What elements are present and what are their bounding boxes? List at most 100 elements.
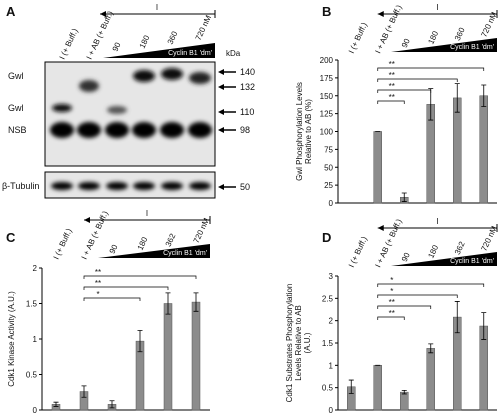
bar bbox=[191, 301, 201, 411]
group-arrow bbox=[84, 217, 90, 223]
panel-label: A bbox=[6, 4, 16, 19]
wedge bbox=[391, 252, 497, 266]
x-tick-label: I (+ Buff.) bbox=[347, 21, 369, 55]
error-bar bbox=[81, 385, 87, 398]
bar bbox=[400, 391, 409, 411]
arrow-heads bbox=[218, 69, 224, 190]
significance-bracket bbox=[377, 305, 432, 309]
y-tick-label: 0 bbox=[329, 199, 334, 208]
bar bbox=[426, 348, 435, 411]
band bbox=[52, 104, 72, 112]
significance-bracket bbox=[83, 286, 169, 290]
band bbox=[107, 106, 127, 114]
significance-label: ** bbox=[389, 82, 395, 91]
x-tick-label: I + AB (+ Buff.) bbox=[373, 217, 403, 269]
bar bbox=[163, 303, 173, 411]
significance-bracket bbox=[377, 100, 405, 104]
significance-bracket bbox=[377, 67, 485, 71]
x-tick-label: I (+ Buff.) bbox=[347, 235, 369, 269]
error-bar bbox=[193, 292, 199, 312]
group-arrow bbox=[100, 11, 106, 17]
significance-bracket bbox=[377, 294, 458, 298]
significance-label: * bbox=[390, 276, 393, 285]
band-label: β-Tubulin bbox=[2, 181, 39, 191]
wedge bbox=[103, 43, 215, 58]
panel-label: B bbox=[322, 4, 331, 19]
y-tick-label: 0 bbox=[329, 406, 334, 415]
arrow-head bbox=[218, 127, 224, 133]
band-label: NSB bbox=[8, 125, 27, 135]
marker-label: 132 bbox=[240, 82, 255, 92]
significance-label: ** bbox=[389, 60, 395, 69]
band bbox=[132, 122, 156, 138]
error-bar bbox=[454, 83, 460, 113]
unit-label: kDa bbox=[226, 49, 241, 58]
band bbox=[133, 70, 155, 82]
band bbox=[78, 182, 100, 190]
band-label: Gwl bbox=[8, 103, 24, 113]
x-tick-label: 362 bbox=[164, 232, 178, 248]
significance-label: * bbox=[96, 290, 99, 299]
y-axis-title: Cdk1 Kinase Activity (A.U.) bbox=[7, 291, 16, 387]
wedge-label: Cyclin B1 'dm' bbox=[450, 44, 494, 51]
blot-membrane bbox=[44, 171, 216, 199]
y-axis-title: Relative to AB (%) bbox=[304, 99, 313, 164]
band bbox=[51, 182, 73, 190]
y-tick-label: 0.5 bbox=[26, 371, 38, 380]
x-tick-label: 180 bbox=[136, 235, 150, 251]
significance-label: ** bbox=[389, 71, 395, 80]
significance-label: ** bbox=[389, 93, 395, 102]
band bbox=[105, 122, 129, 138]
group-label: I bbox=[436, 3, 438, 12]
y-tick-label: 1 bbox=[329, 361, 334, 370]
x-tick-label: 720 nM bbox=[479, 10, 499, 38]
x-tick-label: I + AB (+ Buff.) bbox=[373, 3, 403, 55]
y-tick-label: 2 bbox=[33, 264, 38, 273]
significance-label: ** bbox=[95, 279, 101, 288]
x-tick-label: I + AB (+ Buff.) bbox=[80, 209, 110, 261]
error-bar bbox=[428, 343, 434, 354]
wedge bbox=[98, 244, 210, 258]
band bbox=[50, 122, 74, 138]
x-tick-label: 720 nM bbox=[479, 224, 499, 252]
band bbox=[77, 122, 101, 138]
wedge-label: Cyclin B1 'dm' bbox=[163, 250, 207, 257]
y-tick-label: 50 bbox=[324, 163, 333, 172]
blot-membrane bbox=[44, 61, 216, 167]
y-axis-title: Gwl Phosphorylation Levels bbox=[295, 82, 304, 181]
significance-bracket bbox=[377, 89, 432, 93]
panel-label: C bbox=[6, 230, 16, 245]
band bbox=[188, 122, 212, 138]
arrow-head bbox=[218, 84, 224, 90]
wedge-label: Cyclin B1 'dm' bbox=[450, 258, 494, 265]
group-label: I bbox=[436, 217, 438, 226]
x-tick-label: 360 bbox=[453, 26, 467, 42]
significance-label: ** bbox=[95, 268, 101, 277]
group-label: I bbox=[146, 209, 148, 218]
group-arrow bbox=[377, 11, 384, 17]
error-bar bbox=[401, 192, 407, 202]
error-bar bbox=[454, 301, 460, 334]
error-bar bbox=[428, 88, 434, 121]
x-tick-label: 180 bbox=[426, 243, 440, 259]
marker-label: 110 bbox=[240, 107, 254, 117]
error-bar bbox=[137, 330, 143, 353]
y-tick-label: 100 bbox=[320, 128, 334, 137]
y-tick-label: 0.5 bbox=[322, 384, 334, 393]
y-tick-label: 2.5 bbox=[322, 294, 334, 303]
significance-bracket bbox=[83, 297, 141, 301]
x-tick-label: 180 bbox=[426, 29, 440, 45]
lane-label: 720 nM bbox=[194, 14, 214, 42]
error-bar bbox=[481, 84, 487, 107]
significance-label: ** bbox=[389, 298, 395, 307]
bands bbox=[50, 68, 212, 190]
lane-label: I (+ Buff.) bbox=[58, 27, 80, 61]
y-tick-label: 125 bbox=[320, 110, 334, 119]
arrow-head bbox=[218, 69, 224, 75]
blot-panel: A I Cyclin B1 'dm' I (+ Buff.) I + AB (+… bbox=[2, 3, 255, 199]
significance-label: ** bbox=[389, 309, 395, 318]
wedge-label: Cyclin B1 'dm' bbox=[168, 50, 212, 57]
band bbox=[189, 182, 211, 190]
y-tick-label: 3 bbox=[329, 272, 334, 281]
